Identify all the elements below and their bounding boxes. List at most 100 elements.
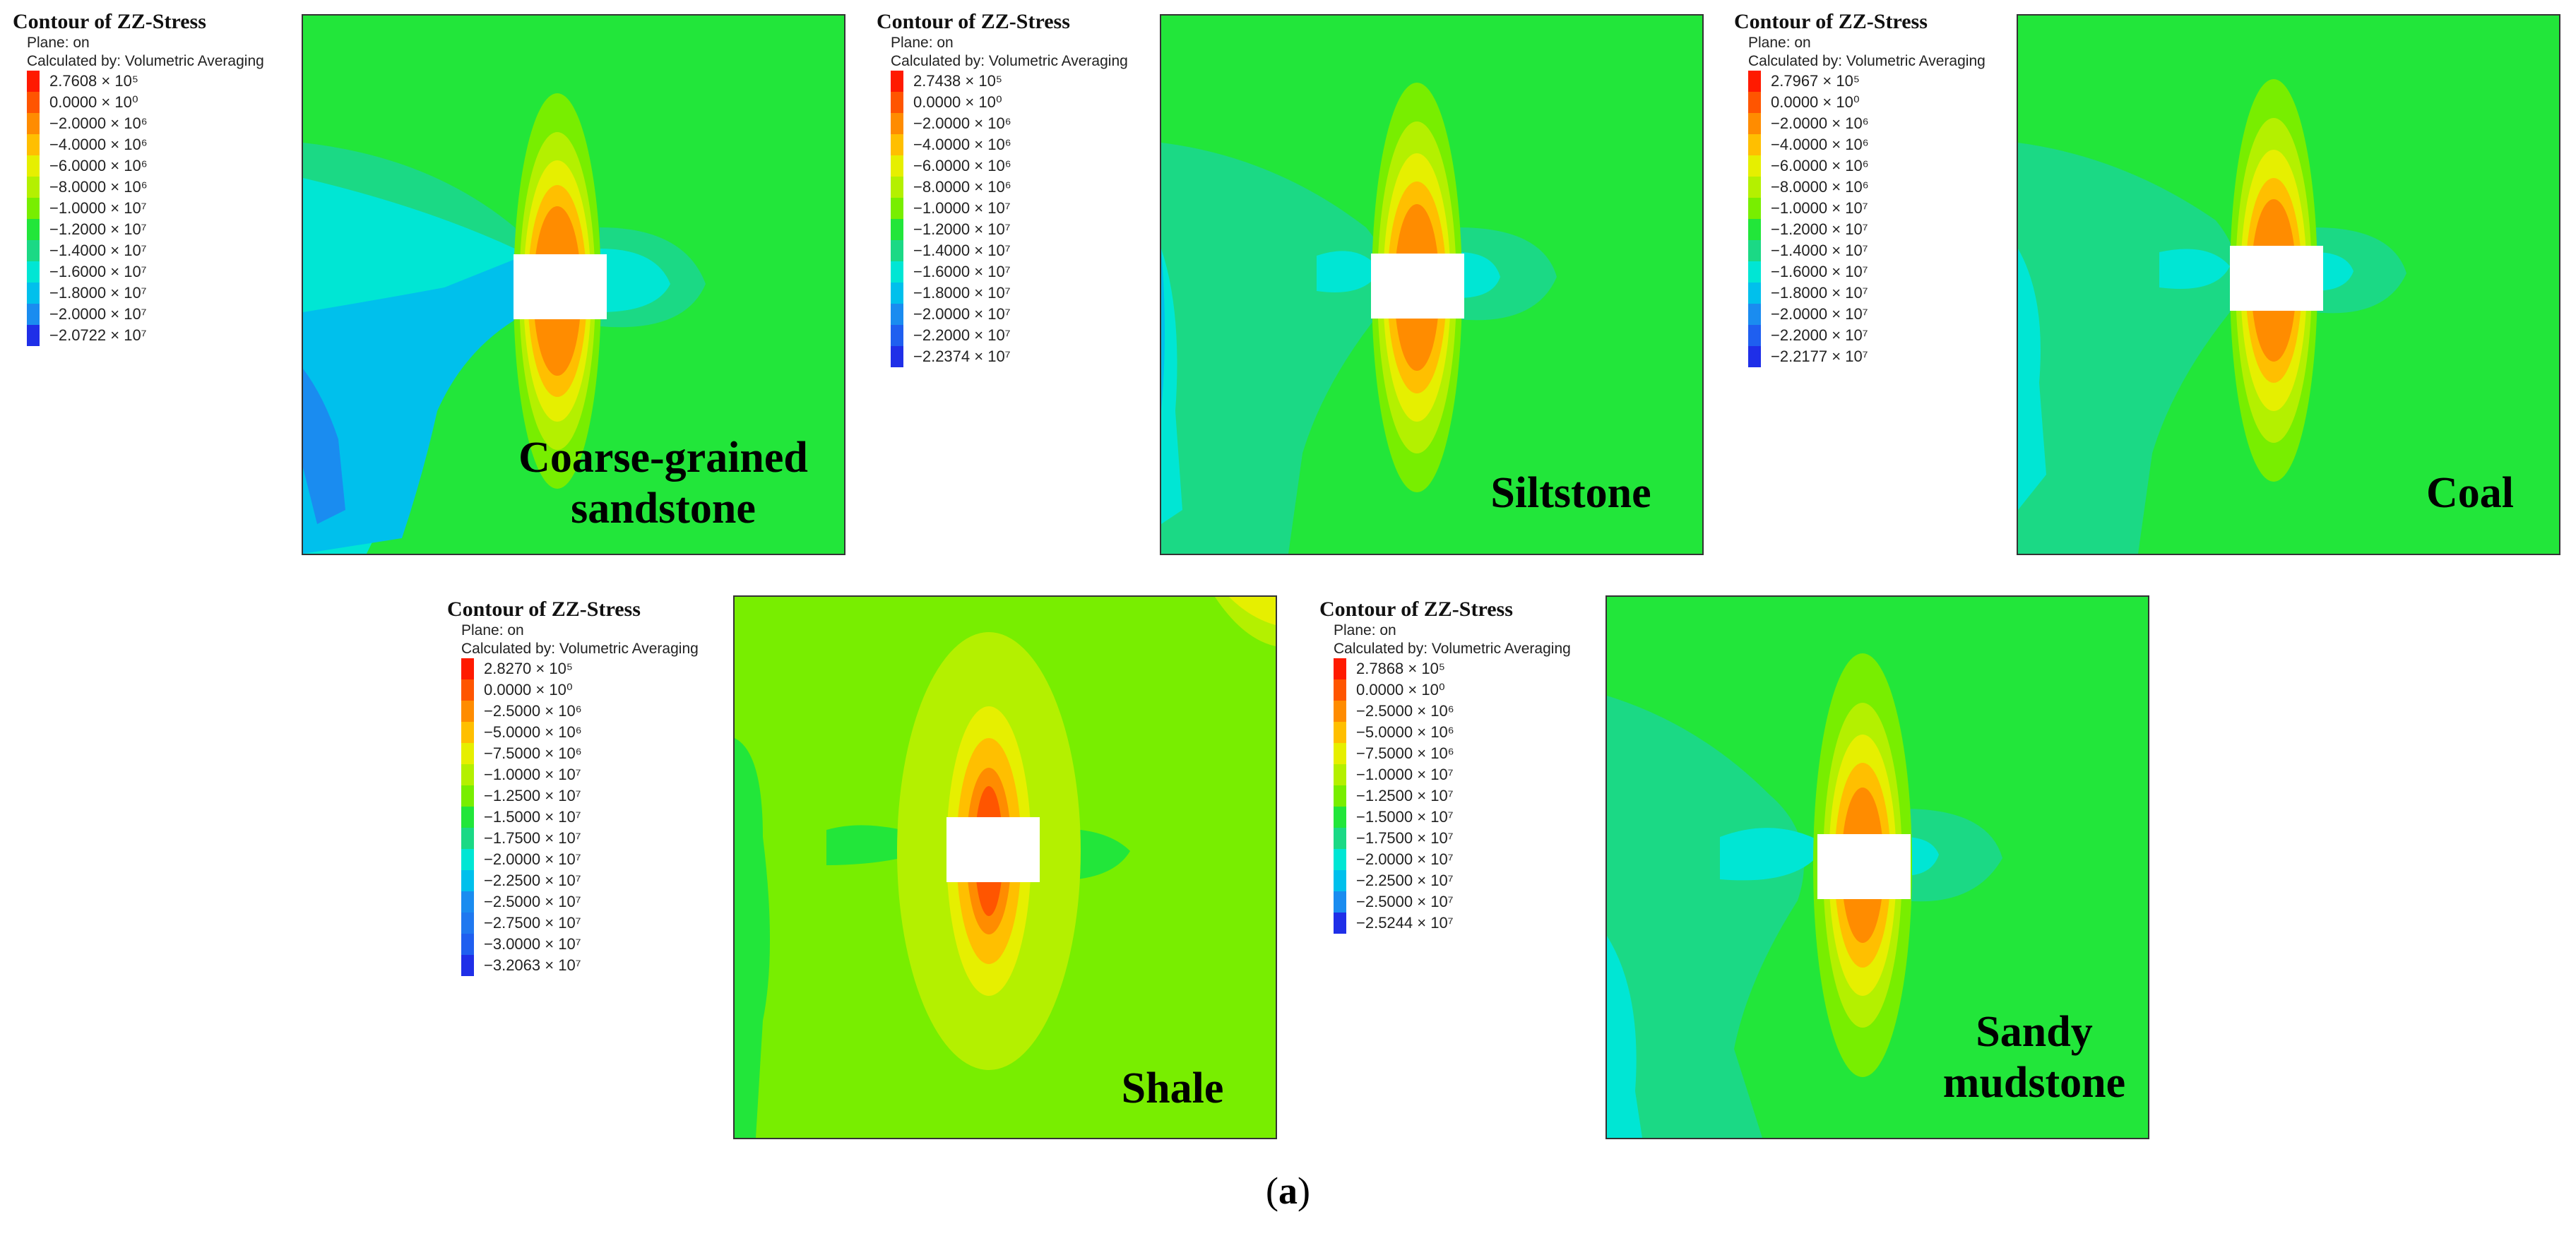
legend-entry: −6.0000 × 10⁶ — [27, 155, 264, 177]
legend-entry: −2.2177 × 10⁷ — [1748, 346, 1986, 367]
legend-swatch — [891, 92, 903, 113]
legend-value: −1.0000 × 10⁷ — [1771, 199, 1868, 217]
legend-entry: −7.5000 × 10⁶ — [461, 743, 699, 764]
legend-entry: 2.7868 × 10⁵ — [1334, 658, 1571, 679]
legend-plane: Plane: on — [27, 35, 90, 51]
legend-value: −1.7500 × 10⁷ — [1356, 829, 1454, 847]
legend-entry: −8.0000 × 10⁶ — [891, 177, 1128, 198]
legend-value: −5.0000 × 10⁶ — [484, 723, 582, 741]
legend-value: −1.4000 × 10⁷ — [913, 242, 1011, 259]
legend-entry: 2.7438 × 10⁵ — [891, 71, 1128, 92]
legend-swatch — [1334, 743, 1346, 764]
legend-value: −2.0000 × 10⁶ — [49, 114, 148, 132]
legend-swatch — [1748, 71, 1761, 92]
legend-value: −1.2500 × 10⁷ — [1356, 787, 1454, 804]
legend-entry: −2.0000 × 10⁶ — [27, 113, 264, 134]
legend-entry: −2.0000 × 10⁷ — [1748, 304, 1986, 325]
legend-entry: −3.0000 × 10⁷ — [461, 934, 699, 955]
legend-entry: −1.2500 × 10⁷ — [461, 785, 699, 807]
legend-entry: −2.5000 × 10⁷ — [1334, 891, 1571, 913]
legend-value: 0.0000 × 10⁰ — [484, 681, 573, 699]
legend-swatch — [1748, 155, 1761, 177]
legend-value: −1.8000 × 10⁷ — [913, 284, 1011, 302]
legend-entry: 0.0000 × 10⁰ — [27, 92, 264, 113]
legend-title: Contour of ZZ-Stress — [1734, 10, 1928, 33]
legend-value: −1.2000 × 10⁷ — [49, 220, 147, 238]
caption-letter: a — [1278, 1170, 1298, 1212]
legend-entry: −4.0000 × 10⁶ — [27, 134, 264, 155]
panel-label-line: Coarse-grained — [518, 434, 808, 482]
legend-value: 2.7608 × 10⁵ — [49, 72, 138, 90]
panel-label: Sandy mudstone — [1918, 1006, 2148, 1108]
legend-swatch — [27, 283, 40, 304]
legend-entry: 2.7967 × 10⁵ — [1748, 71, 1986, 92]
legend-swatch — [1334, 658, 1346, 679]
legend-entry: −2.0000 × 10⁷ — [891, 304, 1128, 325]
legend-swatch — [461, 955, 474, 976]
legend-swatch — [1334, 722, 1346, 743]
legend-value: 2.8270 × 10⁵ — [484, 660, 573, 677]
legend-entry: −2.0000 × 10⁶ — [1748, 113, 1986, 134]
legend-swatch — [27, 219, 40, 240]
legend-swatch — [461, 658, 474, 679]
legend-value: −2.2500 × 10⁷ — [484, 872, 581, 889]
legend-value: −2.0000 × 10⁷ — [1771, 305, 1868, 323]
legend-swatch — [461, 785, 474, 807]
legend-value: −2.2000 × 10⁷ — [913, 326, 1011, 344]
legend-swatch — [1334, 785, 1346, 807]
legend-swatch — [1748, 304, 1761, 325]
legend-entry: −2.2500 × 10⁷ — [461, 870, 699, 891]
panel-label-line: Sandy — [1976, 1008, 2093, 1056]
legend-swatch — [1748, 240, 1761, 261]
legend-swatch — [891, 240, 903, 261]
legend-value: 0.0000 × 10⁰ — [1356, 681, 1445, 699]
legend-entry: −1.8000 × 10⁷ — [891, 283, 1128, 304]
legend-entry: 0.0000 × 10⁰ — [1748, 92, 1986, 113]
panel-label-line: sandstone — [571, 485, 756, 533]
contour-plot-shale: Shale — [733, 595, 1277, 1139]
legend-value: −7.5000 × 10⁶ — [1356, 744, 1454, 762]
legend-swatch — [27, 134, 40, 155]
legend-swatch — [1334, 764, 1346, 785]
legend-value: −3.2063 × 10⁷ — [484, 956, 581, 974]
legend-value: −1.8000 × 10⁷ — [1771, 284, 1868, 302]
legend-value: −2.7500 × 10⁷ — [484, 914, 581, 932]
legend-value: −2.2000 × 10⁷ — [1771, 326, 1868, 344]
legend-value: −1.0000 × 10⁷ — [484, 766, 581, 783]
legend-value: −1.0000 × 10⁷ — [1356, 766, 1454, 783]
legend-swatch — [1334, 849, 1346, 870]
legend-value: 0.0000 × 10⁰ — [1771, 93, 1860, 111]
legend-entry: −1.8000 × 10⁷ — [27, 283, 264, 304]
legend-entry: −2.0000 × 10⁶ — [891, 113, 1128, 134]
legend-value: −1.6000 × 10⁷ — [1771, 263, 1868, 280]
legend-value: −1.2000 × 10⁷ — [913, 220, 1011, 238]
legend-value: −2.0000 × 10⁷ — [484, 850, 581, 868]
legend-entry: −7.5000 × 10⁶ — [1334, 743, 1571, 764]
legend-title: Contour of ZZ-Stress — [1319, 598, 1513, 621]
legend-entry: −1.8000 × 10⁷ — [1748, 283, 1986, 304]
legend-entry: −2.2000 × 10⁷ — [891, 325, 1128, 346]
legend-value: −1.0000 × 10⁷ — [49, 199, 147, 217]
legend-entry: −2.7500 × 10⁷ — [461, 913, 699, 934]
legend-swatch — [27, 113, 40, 134]
legend-swatch — [461, 870, 474, 891]
legend-swatch — [1748, 177, 1761, 198]
legend-value: 2.7438 × 10⁵ — [913, 72, 1002, 90]
legend-sandy-mudstone: Contour of ZZ-Stress Plane: on Calculate… — [1319, 598, 1571, 934]
legend-entry: −1.2000 × 10⁷ — [1748, 219, 1986, 240]
legend-value: −4.0000 × 10⁶ — [1771, 136, 1869, 153]
legend-swatch — [461, 934, 474, 955]
legend-entry: 0.0000 × 10⁰ — [891, 92, 1128, 113]
legend-value: −2.2374 × 10⁷ — [913, 347, 1011, 365]
legend-value: −8.0000 × 10⁶ — [1771, 178, 1869, 196]
legend-entry: −2.2374 × 10⁷ — [891, 346, 1128, 367]
legend-entry: −6.0000 × 10⁶ — [1748, 155, 1986, 177]
legend-swatch — [1748, 325, 1761, 346]
legend-shale: Contour of ZZ-Stress Plane: on Calculate… — [447, 598, 699, 976]
legend-swatch — [1748, 134, 1761, 155]
legend-swatch — [1748, 261, 1761, 283]
legend-swatch — [1748, 346, 1761, 367]
legend-value: −2.5000 × 10⁷ — [484, 893, 581, 910]
panel-label-line: mudstone — [1942, 1059, 2126, 1107]
legend-value: −6.0000 × 10⁶ — [913, 157, 1011, 174]
